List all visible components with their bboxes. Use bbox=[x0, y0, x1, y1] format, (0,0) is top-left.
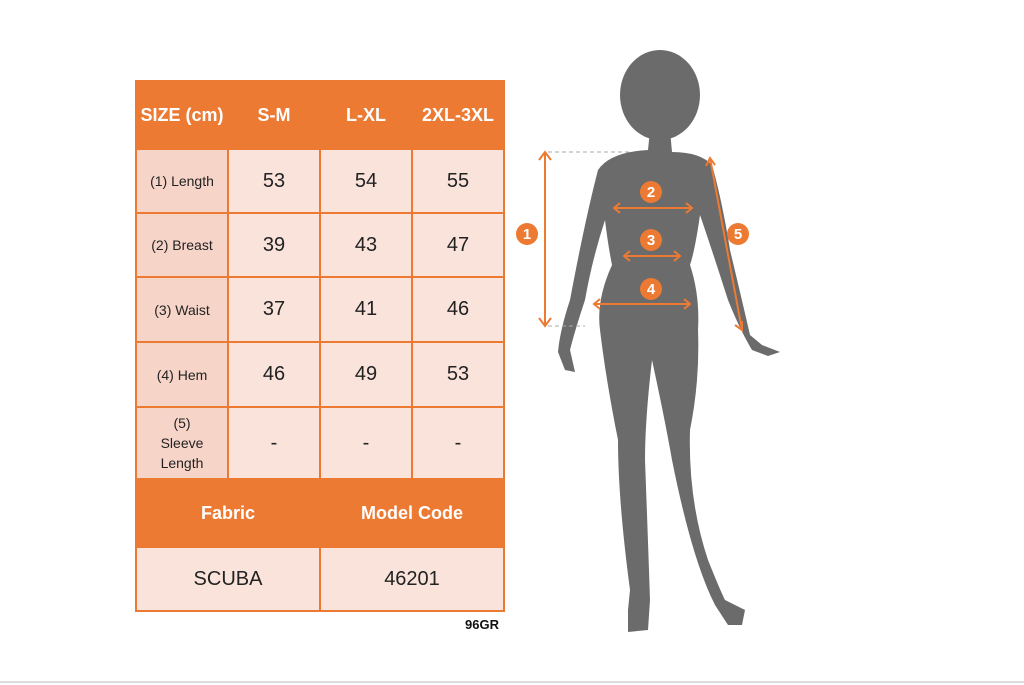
cell: 39 bbox=[227, 212, 321, 278]
cell: 43 bbox=[319, 212, 413, 278]
row-label: (1) Length bbox=[135, 148, 229, 214]
table-row: (3) Waist 37 41 46 bbox=[135, 276, 505, 343]
table-row: (4) Hem 46 49 53 bbox=[135, 341, 505, 408]
cell: - bbox=[411, 406, 505, 480]
footer-row: SCUBA 46201 bbox=[135, 546, 505, 612]
guide-lines bbox=[548, 151, 630, 327]
marker-1: 1 bbox=[523, 226, 531, 243]
row-label: (2) Breast bbox=[135, 212, 229, 278]
footer-header-row: Fabric Model Code bbox=[135, 478, 505, 548]
measurement-arrows bbox=[538, 150, 743, 332]
table-row: (1) Length 53 54 55 bbox=[135, 148, 505, 214]
cell: 53 bbox=[227, 148, 321, 214]
row-label: (5) Sleeve Length bbox=[135, 406, 229, 480]
model-code-value: 46201 bbox=[319, 546, 505, 612]
fabric-value: SCUBA bbox=[135, 546, 321, 612]
model-code-label: Model Code bbox=[319, 478, 505, 548]
cell: 46 bbox=[411, 276, 505, 343]
row-label: (3) Waist bbox=[135, 276, 229, 343]
size-chart-table: SIZE (cm) S-M L-XL 2XL-3XL (1) Length 53… bbox=[135, 80, 505, 612]
cell: 41 bbox=[319, 276, 413, 343]
marker-2: 2 bbox=[647, 184, 655, 201]
cell: 37 bbox=[227, 276, 321, 343]
cell: 55 bbox=[411, 148, 505, 214]
cell: 54 bbox=[319, 148, 413, 214]
cell: - bbox=[227, 406, 321, 480]
cell: 49 bbox=[319, 341, 413, 408]
marker-5: 5 bbox=[734, 226, 742, 243]
col-header: S-M bbox=[227, 80, 321, 150]
cell: - bbox=[319, 406, 413, 480]
cell: 53 bbox=[411, 341, 505, 408]
marker-3: 3 bbox=[647, 232, 655, 249]
cell: 47 bbox=[411, 212, 505, 278]
cell: 46 bbox=[227, 341, 321, 408]
row-label: (4) Hem bbox=[135, 341, 229, 408]
table-row: (2) Breast 39 43 47 bbox=[135, 212, 505, 278]
product-code: 96GR bbox=[465, 617, 499, 632]
size-header: SIZE (cm) bbox=[135, 80, 229, 150]
silhouette bbox=[558, 50, 780, 632]
marker-4: 4 bbox=[647, 281, 656, 298]
fabric-label: Fabric bbox=[135, 478, 321, 548]
divider bbox=[0, 681, 1024, 683]
table-row: (5) Sleeve Length - - - bbox=[135, 406, 505, 480]
header-row: SIZE (cm) S-M L-XL 2XL-3XL bbox=[135, 80, 505, 150]
measurement-markers: 1 2 3 4 5 bbox=[516, 181, 749, 300]
col-header: L-XL bbox=[319, 80, 413, 150]
col-header: 2XL-3XL bbox=[411, 80, 505, 150]
